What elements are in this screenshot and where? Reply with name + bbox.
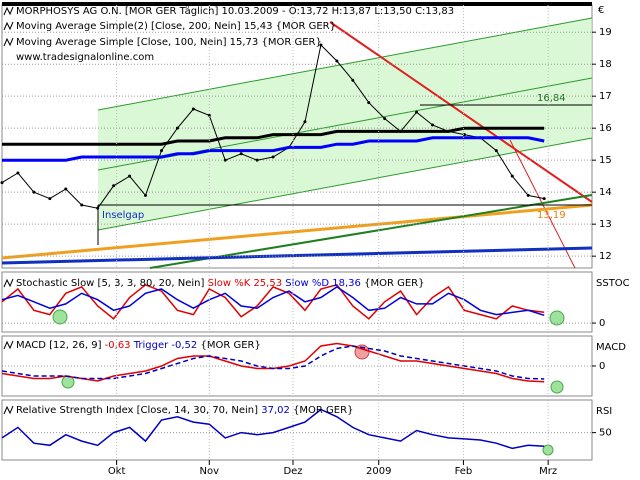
price-point: [542, 197, 546, 201]
legend-icon: [3, 278, 14, 288]
annotation: 16,84: [537, 93, 566, 104]
y-tick-label: 14: [599, 187, 612, 198]
series-line: [2, 126, 545, 146]
annotation: Inselgap: [102, 210, 144, 221]
price-point: [0, 181, 4, 185]
price-point: [271, 155, 275, 159]
price-point: [96, 206, 100, 210]
y-tick-label: 17: [599, 91, 612, 102]
y-tick-label: 13: [599, 219, 612, 230]
price-point: [494, 149, 498, 153]
price-point: [128, 174, 132, 178]
legend-entry: 37,02: [261, 405, 290, 416]
x-tick-label: Feb: [455, 466, 473, 477]
price-point: [223, 158, 227, 162]
y-tick-label: 19: [599, 27, 612, 38]
price-point: [48, 197, 52, 201]
legend-source: {MOR GER}: [200, 340, 260, 351]
price-point: [383, 117, 387, 121]
y-tick-label: 12: [599, 251, 612, 262]
legend-entry: -0,63: [105, 340, 131, 351]
price-point: [16, 171, 20, 175]
website: www.tradesignalonline.com: [16, 52, 154, 63]
legend-icon: [3, 6, 14, 16]
panel-label: MACD: [596, 342, 626, 353]
x-tick-label: 2009: [366, 466, 391, 477]
rsi-panel: [1, 399, 593, 461]
price-point: [431, 123, 435, 127]
panel-title: Relative Strength Index [Close, 14, 30, …: [16, 405, 258, 416]
legend-source: {MOR GER}: [293, 405, 353, 416]
panel-title: MACD [12, 26, 9]: [16, 340, 102, 351]
y-tick-label: 18: [599, 59, 612, 70]
x-tick-label: Dez: [283, 466, 302, 477]
y-tick-label: 15: [599, 155, 612, 166]
price-point: [415, 110, 419, 114]
price-point: [159, 149, 163, 153]
legend-entry: Moving Average Simple(2) [Close, 200, Ne…: [16, 21, 336, 32]
legend-icon: [3, 37, 14, 47]
panel-title: Stochastic Slow [5, 3, 3, 80, 20, Nein]: [16, 278, 205, 289]
resistance-line: [329, 21, 593, 203]
top-bar: [2, 2, 592, 6]
price-point: [462, 133, 466, 137]
panel-label: RSI: [596, 406, 612, 417]
price-point: [175, 126, 179, 130]
y-tick-label: 0: [599, 361, 605, 372]
series-line: [1, 408, 545, 450]
legend-icon: [3, 405, 14, 415]
y-tick-label: 50: [599, 428, 612, 439]
x-tick-label: Mrz: [539, 466, 557, 477]
price-point: [510, 174, 514, 178]
price-point: [239, 152, 243, 156]
price-point: [335, 59, 339, 63]
signal: [549, 310, 565, 326]
legend-source: {MOR GER}: [364, 278, 424, 289]
series-line: [1, 285, 545, 317]
legend-icon: [3, 21, 14, 31]
x-tick-label: Okt: [108, 466, 126, 477]
y-tick-label: 0: [599, 318, 605, 329]
legend-entry: Trigger -0,52: [133, 340, 198, 351]
legend: Relative Strength Index [Close, 14, 30, …: [16, 405, 353, 416]
legend: Stochastic Slow [5, 3, 3, 80, 20, Nein] …: [16, 278, 424, 289]
series-line: [1, 345, 545, 380]
price-point: [80, 203, 84, 207]
price-point: [112, 184, 116, 188]
price-point: [64, 187, 68, 191]
legend: MACD [12, 26, 9] -0,63 Trigger -0,52 {MO…: [16, 340, 261, 351]
price-point: [351, 78, 355, 82]
signal: [61, 375, 75, 389]
panel-label: SSTOC: [596, 278, 630, 289]
price-point: [191, 107, 195, 111]
series-line: [2, 136, 545, 162]
legend-entry: Slow %D 18,36: [285, 278, 361, 289]
legend-entry: Slow %K 25,53: [208, 278, 282, 289]
signal: [52, 309, 68, 325]
price-point: [144, 193, 148, 197]
signal: [542, 444, 554, 456]
currency: €: [598, 5, 604, 16]
support-line: [1, 203, 593, 260]
price-point: [526, 193, 530, 197]
x-tick-label: Nov: [200, 466, 220, 477]
price-point: [32, 190, 36, 194]
price-point: [207, 113, 211, 117]
support-line: [149, 194, 593, 269]
signal: [550, 380, 564, 394]
price-point: [303, 120, 307, 124]
price-point: [255, 158, 259, 162]
price-point: [367, 101, 371, 105]
support-line: [1, 246, 593, 265]
legend-icon: [3, 340, 14, 350]
channel-line: [97, 137, 593, 231]
price-point: [319, 43, 323, 47]
y-tick-label: 16: [599, 123, 612, 134]
chart-title: MORPHOSYS AG O.N. [MOR GER Täglich] 10.0…: [16, 6, 454, 17]
annotation: 13,19: [537, 210, 566, 221]
legend-entry: Moving Average Simple [Close, 100, Nein]…: [16, 37, 322, 48]
